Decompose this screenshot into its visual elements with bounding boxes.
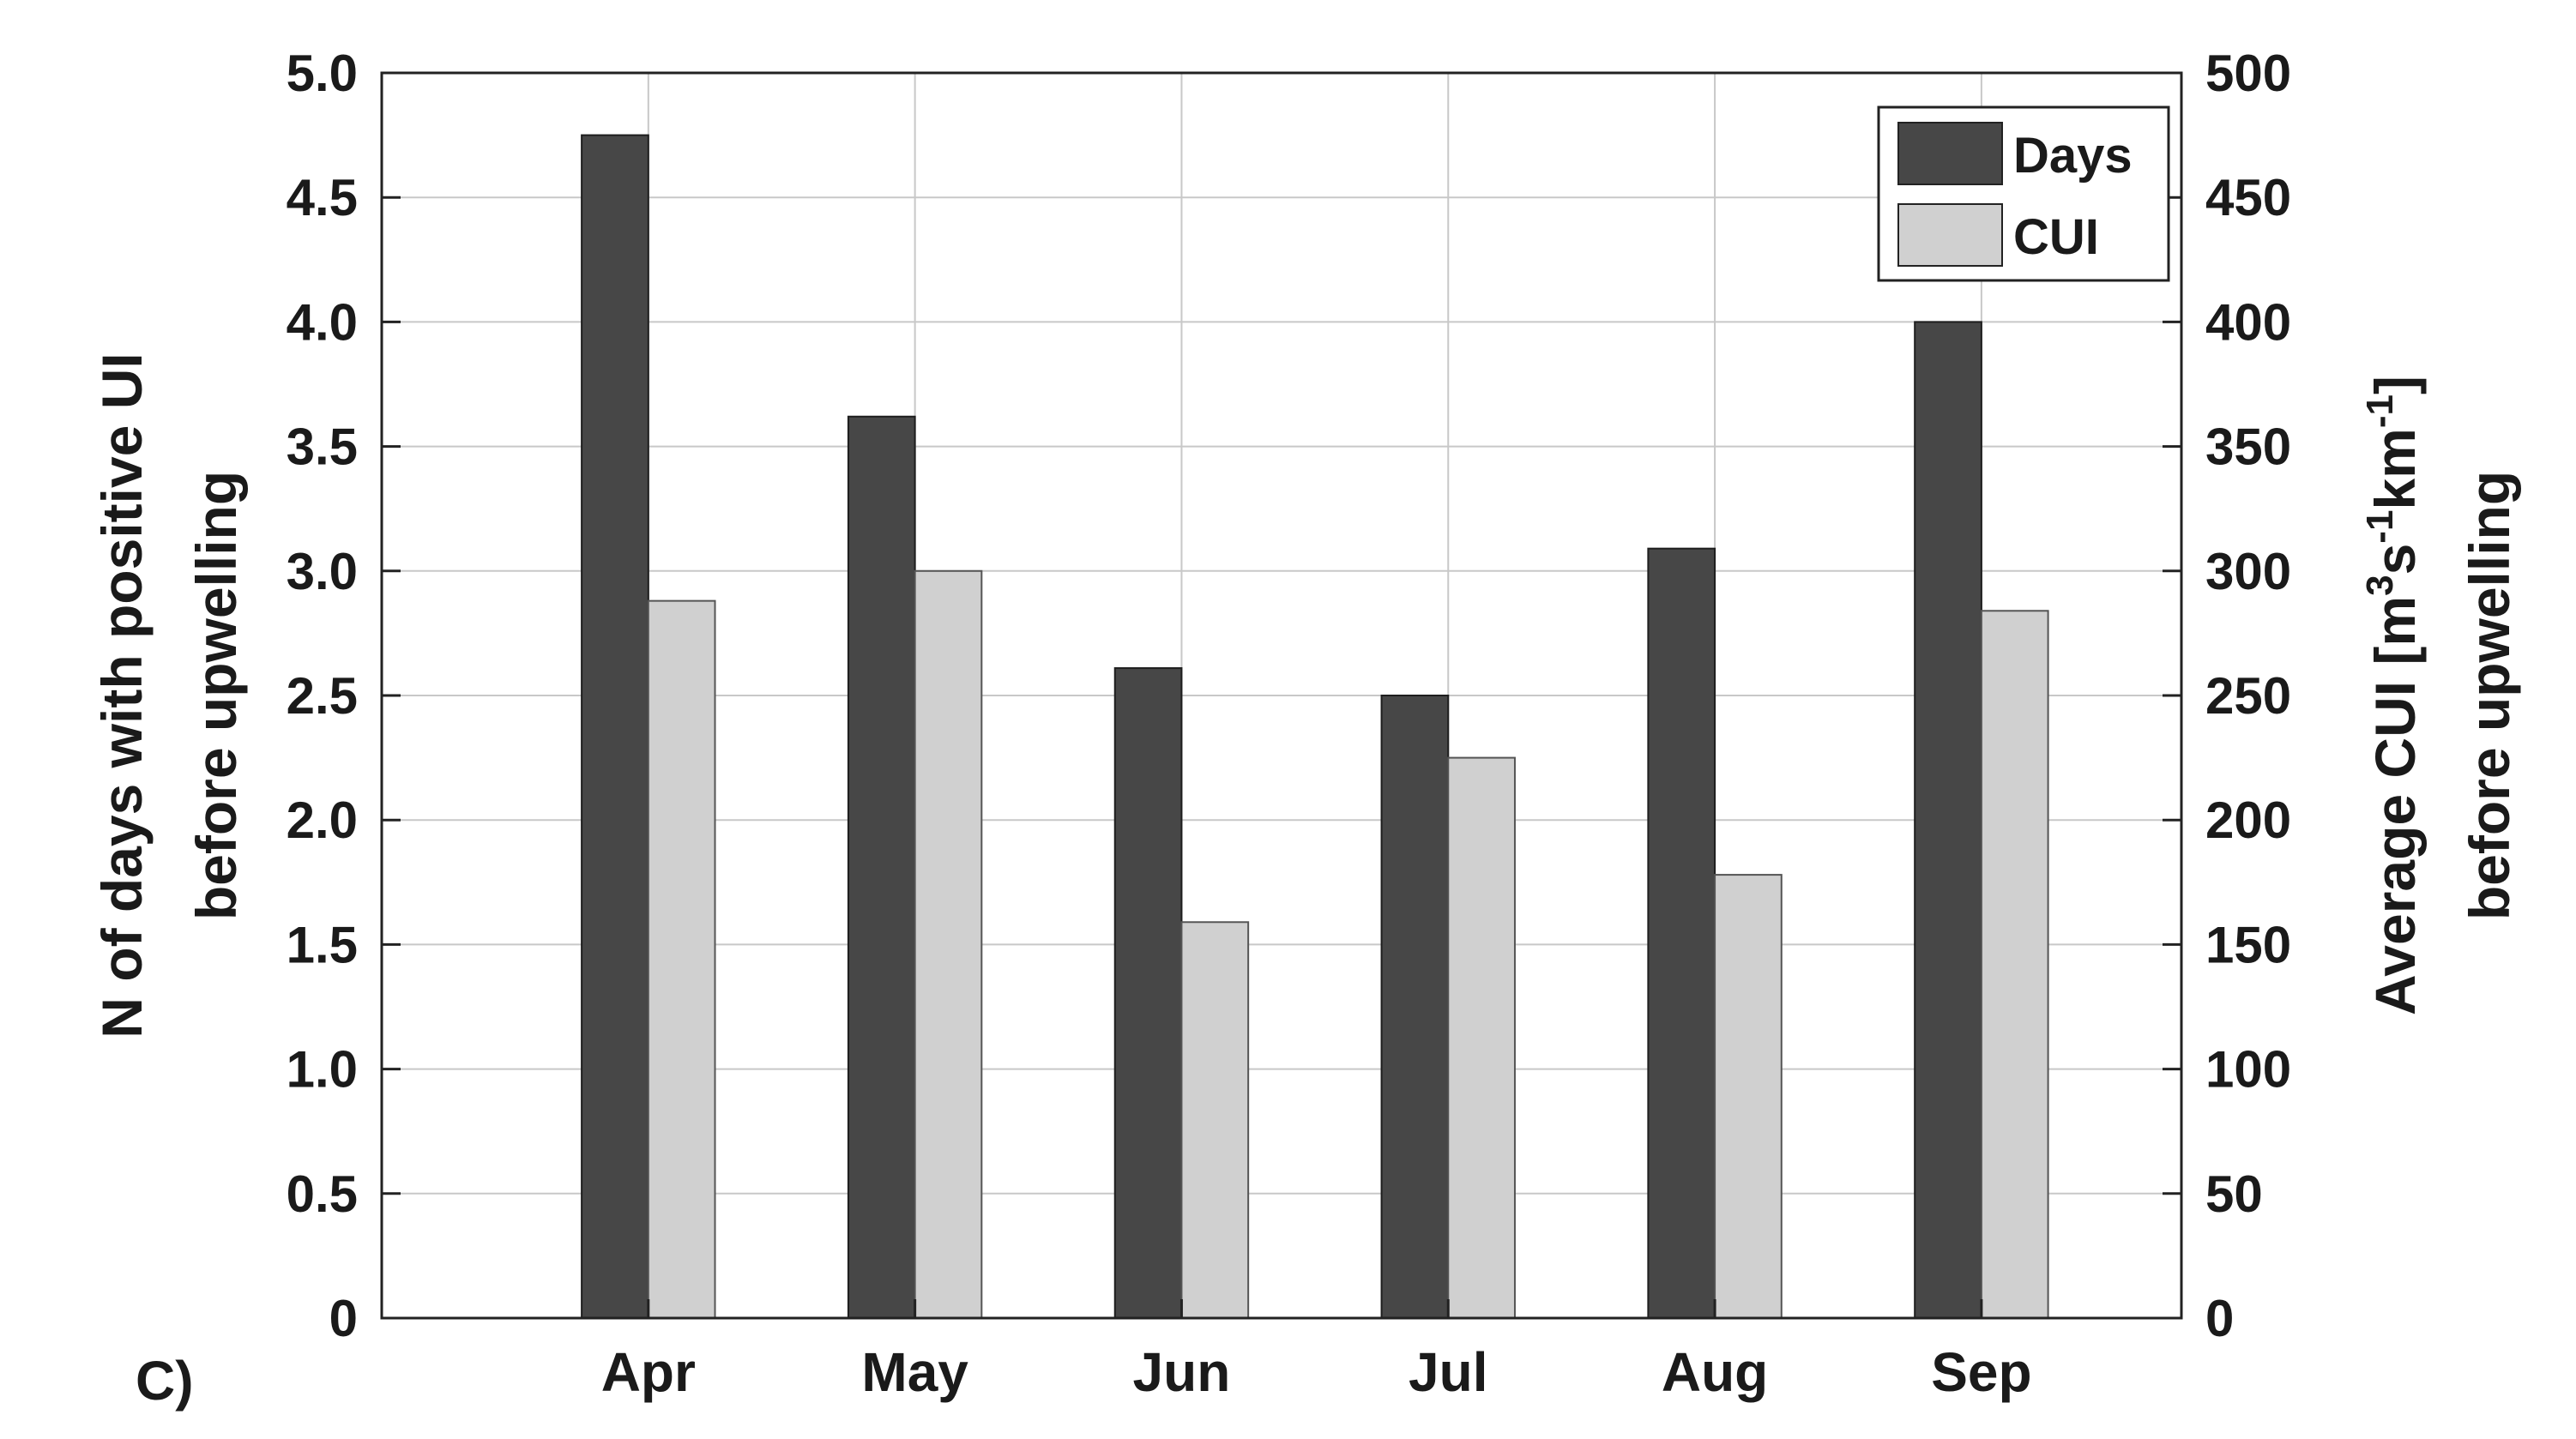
legend: Days CUI	[1877, 105, 2170, 282]
bar-cui-aug	[1714, 874, 1783, 1319]
bar-cui-sep	[1980, 610, 2049, 1319]
bar-days-sep	[1914, 321, 1982, 1319]
y-axis-right-label-sup: 3	[2359, 575, 2401, 595]
y-axis-left-label-line2: before upwelling	[184, 471, 248, 920]
y-tick-label-right: 200	[2205, 792, 2291, 849]
y-tick-label-right: 400	[2205, 293, 2291, 351]
y-tick-label-right: 350	[2205, 418, 2291, 476]
bar-cui-jul	[1447, 756, 1516, 1319]
y-tick-label-right: 150	[2205, 916, 2291, 973]
y-tick-label-left: 4.0	[287, 293, 358, 351]
y-tick-label-left: 3.0	[287, 543, 358, 600]
y-tick-label-left: 3.5	[287, 418, 358, 476]
x-tick-label-may: May	[861, 1341, 968, 1403]
y-tick-label-right: 0	[2205, 1290, 2234, 1347]
bar-days-apr	[581, 134, 649, 1320]
bar-days-jul	[1380, 695, 1450, 1319]
y-tick-label-right: 100	[2205, 1041, 2291, 1099]
legend-swatch-cui	[1897, 203, 2003, 267]
bar-days-aug	[1647, 547, 1716, 1319]
y-tick-label-left: 1.5	[287, 916, 358, 973]
y-tick-label-left: 2.5	[287, 667, 358, 725]
bar-cui-jun	[1180, 921, 1250, 1320]
legend-swatch-days	[1897, 122, 2003, 185]
y-tick-label-right: 50	[2205, 1165, 2263, 1223]
y-tick-label-left: 2.0	[287, 792, 358, 849]
y-axis-right-label-part: s	[2363, 544, 2427, 575]
y-axis-right-label-line1: Average CUI [m3s-1km-1]	[2359, 376, 2427, 1015]
bar-cui-may	[914, 569, 983, 1319]
y-tick-label-right: 250	[2205, 667, 2291, 725]
y-tick-label-right: 300	[2205, 543, 2291, 600]
y-axis-right-label-part: km	[2363, 428, 2427, 509]
y-tick-label-right: 450	[2205, 169, 2291, 226]
bars	[581, 134, 2049, 1320]
y-axis-right-label-part: Average CUI [m	[2363, 596, 2427, 1015]
y-tick-label-left: 5.0	[287, 45, 358, 102]
x-tick-label-sep: Sep	[1931, 1341, 2031, 1403]
x-tick-label-jun: Jun	[1133, 1341, 1231, 1403]
panel-label: C)	[136, 1350, 194, 1412]
x-tick-label-aug: Aug	[1662, 1341, 1768, 1403]
y-tick-label-left: 1.0	[287, 1041, 358, 1099]
y-axis-right-label-sup: -1	[2359, 394, 2401, 428]
y-axis-right-label-part: ]	[2363, 376, 2427, 394]
y-tick-label-left: 0	[329, 1290, 358, 1347]
bar-days-jun	[1113, 667, 1183, 1319]
legend-label-days: Days	[2013, 128, 2133, 184]
y-tick-label-left: 0.5	[287, 1165, 358, 1223]
axis-ticks: 0 0 0.5 50 1.0 100 1.5 150 2.0 200 2.5 250 3.0 300 3.5…	[287, 45, 2292, 1403]
bar-cui-apr	[647, 599, 716, 1319]
y-tick-label-right: 500	[2205, 45, 2291, 102]
y-tick-label-left: 4.5	[287, 169, 358, 226]
x-tick-label-apr: Apr	[601, 1341, 696, 1403]
legend-label-cui: CUI	[2013, 209, 2099, 265]
y-axis-left-label-line1: N of days with positive UI	[90, 352, 154, 1038]
y-axis-right-label-sup: -1	[2359, 510, 2401, 544]
bar-days-may	[847, 415, 916, 1320]
x-tick-label-jul: Jul	[1409, 1341, 1487, 1403]
y-axis-right-label-line2: before upwelling	[2458, 471, 2521, 920]
